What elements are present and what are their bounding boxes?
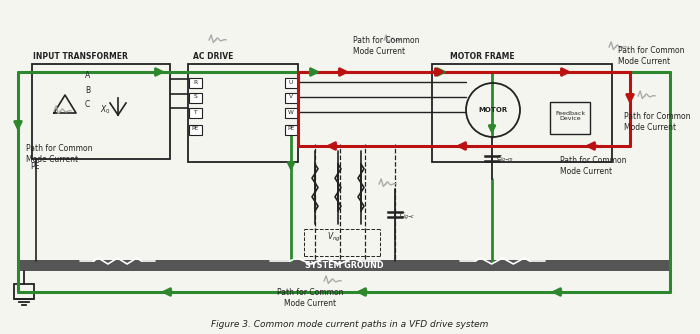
- Text: Feedback
Device: Feedback Device: [555, 111, 585, 121]
- Text: $C_{lg\!\!-\!\!m}$: $C_{lg\!\!-\!\!m}$: [496, 154, 514, 165]
- Text: U: U: [289, 79, 293, 85]
- Text: Path for Common
Mode Current: Path for Common Mode Current: [26, 144, 92, 164]
- FancyBboxPatch shape: [188, 93, 202, 103]
- Text: Path for Common
Mode Current: Path for Common Mode Current: [618, 46, 685, 66]
- Text: SYSTEM GROUND: SYSTEM GROUND: [304, 262, 384, 271]
- Text: R: R: [193, 79, 197, 85]
- FancyBboxPatch shape: [188, 108, 202, 118]
- FancyBboxPatch shape: [284, 108, 298, 118]
- FancyBboxPatch shape: [284, 93, 298, 103]
- Bar: [32, 64, 170, 159]
- Text: PE: PE: [30, 162, 39, 171]
- Text: T: T: [193, 110, 197, 115]
- Text: V: V: [289, 95, 293, 100]
- Text: Path for Common
Mode Current: Path for Common Mode Current: [353, 36, 419, 56]
- Bar: [18, 260, 670, 271]
- Text: PE: PE: [191, 127, 199, 132]
- Text: Path for Common
Mode Current: Path for Common Mode Current: [560, 156, 626, 176]
- Bar: [550, 102, 590, 134]
- FancyBboxPatch shape: [284, 77, 298, 88]
- Text: AC DRIVE: AC DRIVE: [193, 52, 233, 61]
- Text: A: A: [85, 71, 90, 80]
- Text: PE: PE: [287, 127, 295, 132]
- FancyBboxPatch shape: [284, 125, 298, 135]
- Text: INPUT TRANSFORMER: INPUT TRANSFORMER: [33, 52, 128, 61]
- Text: Path for Common
Mode Current: Path for Common Mode Current: [276, 288, 343, 308]
- Text: MOTOR FRAME: MOTOR FRAME: [450, 52, 514, 61]
- Text: C: C: [85, 100, 90, 109]
- Text: B: B: [85, 86, 90, 95]
- Text: Path for Common
Mode Current: Path for Common Mode Current: [624, 112, 690, 132]
- Bar: [14, 284, 34, 299]
- Bar: [432, 64, 612, 162]
- Text: MOTOR: MOTOR: [478, 107, 508, 113]
- Text: $X_0$: $X_0$: [100, 103, 111, 116]
- Bar: [188, 64, 298, 162]
- Text: $C_{lg\!\!-\!\!c}$: $C_{lg\!\!-\!\!c}$: [399, 211, 415, 222]
- Text: S: S: [193, 95, 197, 100]
- Text: Figure 3. Common mode current paths in a VFD drive system: Figure 3. Common mode current paths in a…: [211, 320, 489, 329]
- FancyBboxPatch shape: [188, 77, 202, 88]
- FancyBboxPatch shape: [188, 125, 202, 135]
- Text: W: W: [288, 110, 294, 115]
- Text: $V_{ng}$: $V_{ng}$: [327, 230, 341, 243]
